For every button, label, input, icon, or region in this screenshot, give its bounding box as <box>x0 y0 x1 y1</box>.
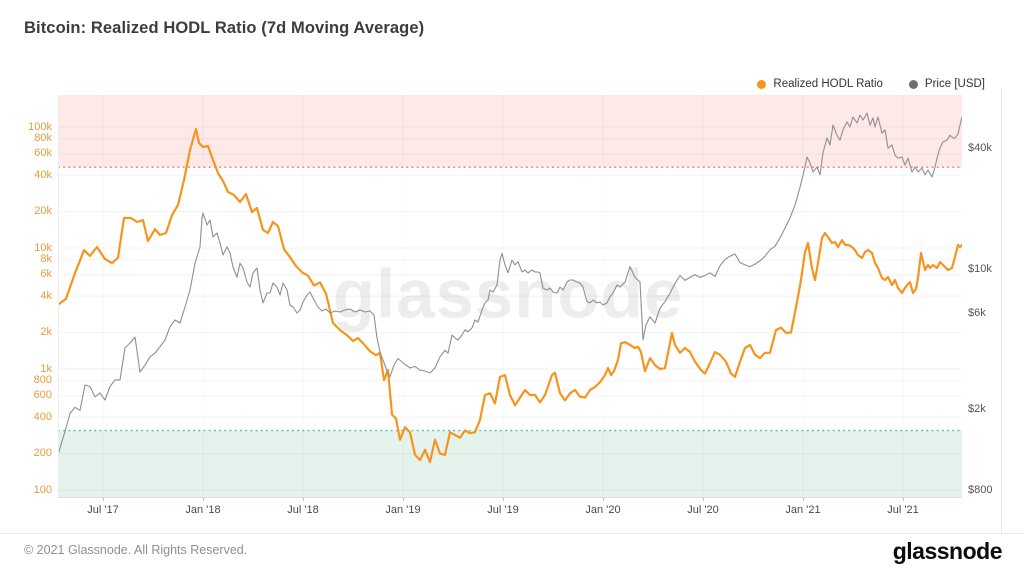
price-legend-dot-icon <box>908 79 918 89</box>
x-tick-mark <box>803 497 804 501</box>
page-title: Bitcoin: Realized HODL Ratio (7d Moving … <box>24 19 425 37</box>
footer-copyright: © 2021 Glassnode. All Rights Reserved. <box>24 543 248 557</box>
y-left-tick-label: 1k <box>40 362 52 375</box>
x-tick-mark <box>703 497 704 501</box>
legend-label-rhodl: Realized HODL Ratio <box>773 78 883 90</box>
x-tick-mark <box>103 497 104 501</box>
x-tick-mark <box>503 497 504 501</box>
legend-item-price[interactable]: Price [USD] <box>908 78 985 90</box>
y-right-tick-label: $40k <box>968 141 992 154</box>
y-left-tick-label: 40k <box>34 168 52 181</box>
x-tick-label: Jul '20 <box>687 504 719 516</box>
y-left-tick-label: 100 <box>33 483 52 496</box>
x-tick-mark <box>403 497 404 501</box>
y-left-tick-label: 6k <box>40 268 52 281</box>
x-tick-mark <box>203 497 204 501</box>
y-right-tick-label: $10k <box>968 262 992 275</box>
y-left-tick-label: 4k <box>40 289 52 302</box>
y-left-tick-label: 60k <box>34 147 52 160</box>
x-tick-label: Jan '20 <box>585 504 621 516</box>
x-tick-label: Jul '17 <box>87 504 119 516</box>
y-left-tick-label: 600 <box>33 389 52 402</box>
x-tick-label: Jul '21 <box>887 504 919 516</box>
y-left-tick-label: 200 <box>33 447 52 460</box>
rhodl-legend-dot-icon <box>757 79 767 89</box>
y-left-tick-label: 2k <box>40 326 52 339</box>
y-left-tick-label: 80k <box>34 132 52 145</box>
price-line <box>58 112 962 458</box>
y-left-tick-label: 20k <box>34 205 52 218</box>
x-tick-label: Jul '19 <box>487 504 519 516</box>
x-tick-label: Jan '18 <box>185 504 221 516</box>
x-tick-label: Jan '19 <box>385 504 421 516</box>
legend-label-price: Price [USD] <box>924 78 985 90</box>
plot-left-border <box>58 95 59 498</box>
x-axis-line <box>58 497 962 498</box>
y-left-tick-label: 100k <box>28 120 52 133</box>
y-left-tick-label: 800 <box>33 374 52 387</box>
y-left-tick-label: 10k <box>34 241 52 254</box>
y-left-tick-label: 8k <box>40 253 52 266</box>
x-tick-mark <box>303 497 304 501</box>
chart-legend: Realized HODL Ratio Price [USD] <box>757 78 985 90</box>
x-tick-mark <box>603 497 604 501</box>
glassnode-logo: glassnode <box>892 538 1003 564</box>
y-right-tick-label: $2k <box>968 403 986 416</box>
footer-divider <box>0 533 1024 534</box>
accumulation-band <box>58 430 962 497</box>
glassnode-watermark: glassnode <box>332 255 684 333</box>
x-tick-label: Jan '21 <box>785 504 821 516</box>
x-tick-mark <box>903 497 904 501</box>
legend-item-rhodl[interactable]: Realized HODL Ratio <box>757 78 883 90</box>
overheated-band <box>58 95 962 168</box>
x-tick-label: Jul '18 <box>287 504 319 516</box>
panel-right-border <box>1001 88 1002 533</box>
rhodl-line <box>58 128 962 464</box>
y-left-tick-label: 400 <box>33 410 52 423</box>
y-right-tick-label: $800 <box>968 483 993 496</box>
y-right-tick-label: $6k <box>968 307 986 320</box>
